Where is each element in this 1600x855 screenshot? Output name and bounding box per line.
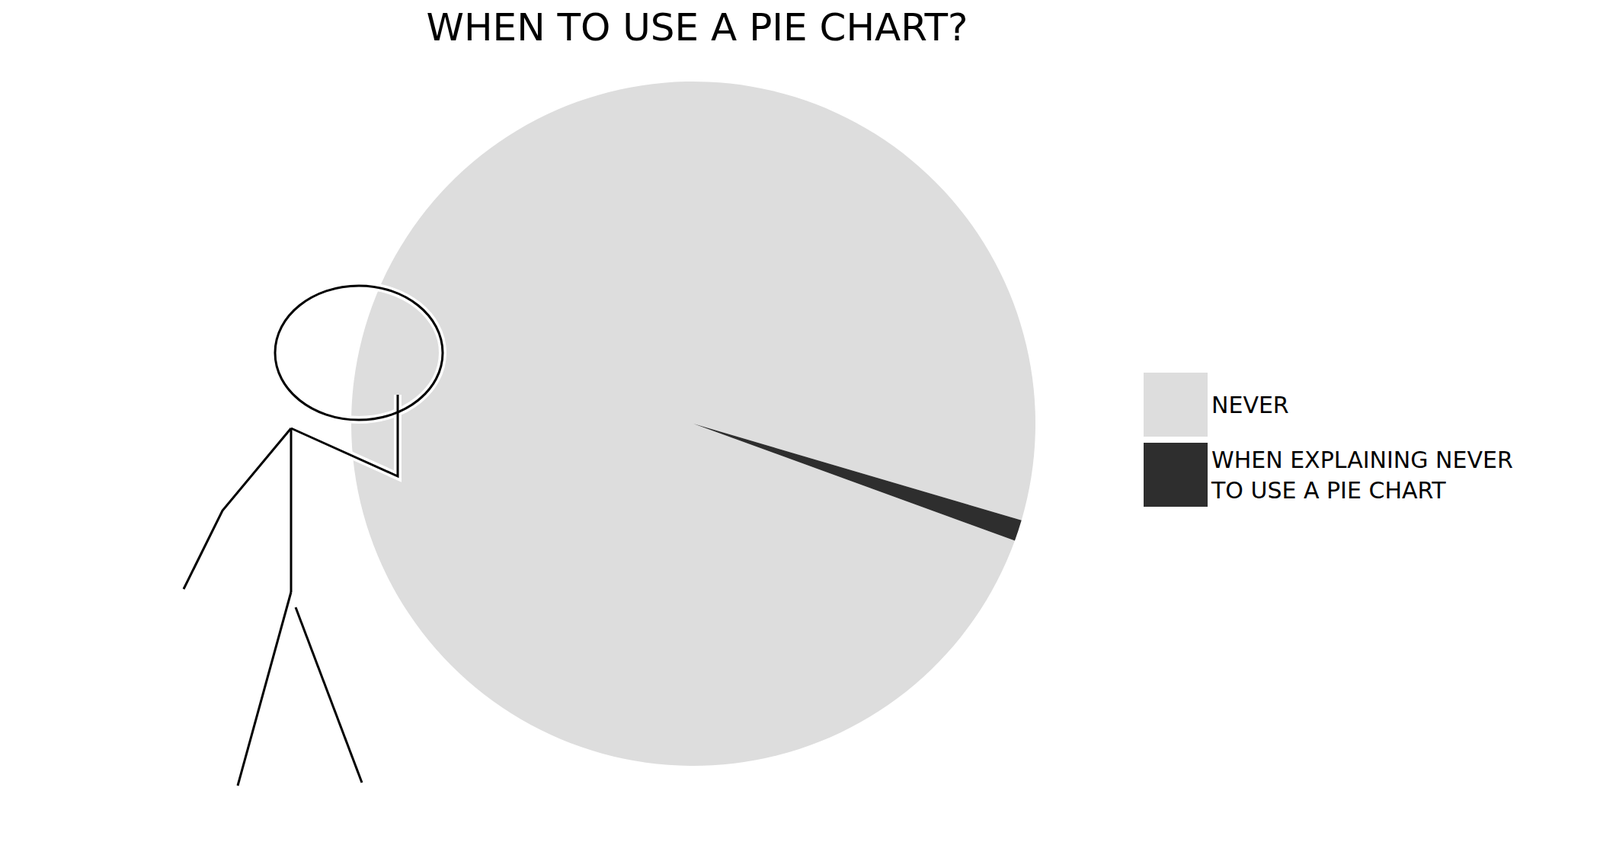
svg-text:WHEN TO USE A PIE CHART?: WHEN TO USE A PIE CHART? [426, 5, 969, 50]
svg-text:WHEN EXPLAINING NEVER: WHEN EXPLAINING NEVER [1211, 446, 1520, 474]
svg-text:TO USE A PIE CHART: TO USE A PIE CHART [1210, 476, 1447, 504]
svg-text:NEVER: NEVER [1211, 391, 1290, 419]
